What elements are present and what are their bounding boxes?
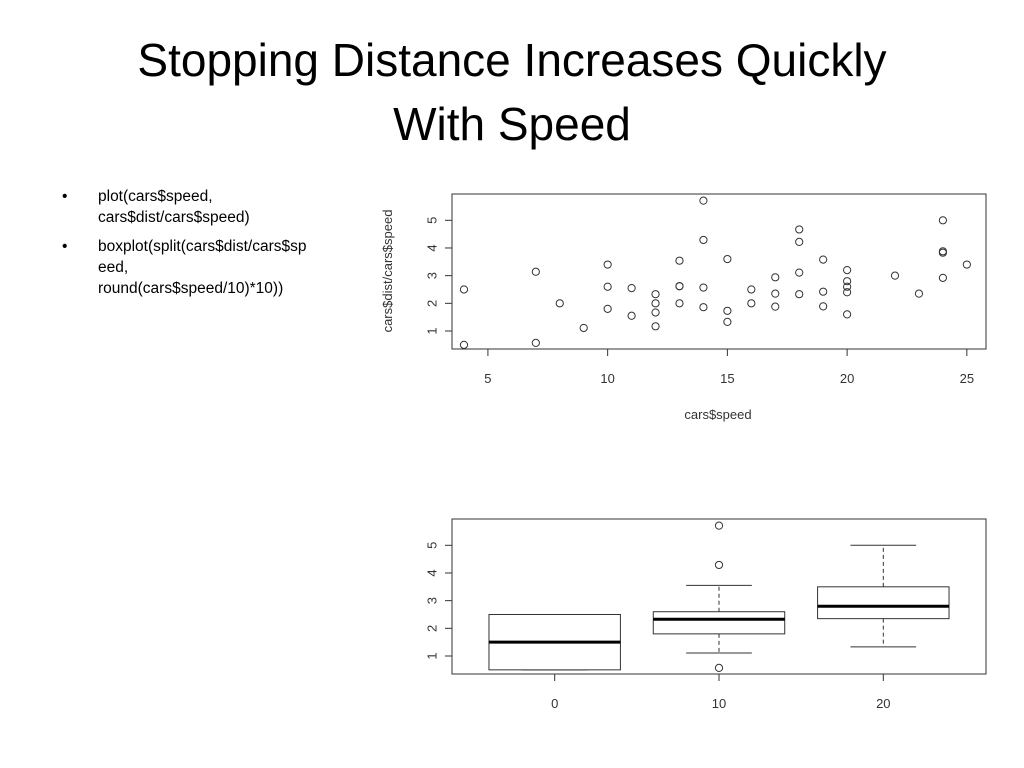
- scatter-point: [531, 338, 540, 348]
- scatter-point: [555, 299, 564, 308]
- scatter-point: [723, 317, 732, 326]
- scatter-y-axis: 1 2 3 4 5: [425, 217, 452, 335]
- scatter-y-tick-label: 2: [425, 300, 440, 307]
- scatter-x-axis-label: cars$speed: [684, 407, 751, 422]
- scatter-point: [843, 288, 852, 297]
- scatter-point: [603, 282, 612, 291]
- scatter-x-tick-label: 5: [484, 371, 491, 386]
- scatter-point: [675, 299, 684, 308]
- scatter-point: [938, 247, 947, 256]
- scatter-point: [747, 285, 756, 294]
- scatter-point: [819, 287, 828, 296]
- scatter-point: [459, 340, 469, 349]
- scatter-point: [795, 237, 804, 246]
- scatter-point: [795, 290, 804, 299]
- scatter-x-axis: 5 10 15 20 25: [484, 348, 974, 386]
- scatter-point: [938, 216, 947, 225]
- scatter-point: [699, 235, 708, 245]
- bullet-text-line: eed,: [98, 259, 129, 276]
- scatter-point: [627, 311, 636, 320]
- slide-title: Stopping Distance Increases Quickly With…: [40, 28, 984, 156]
- scatter-x-tick-label: 10: [600, 371, 614, 386]
- scatter-point: [819, 255, 828, 264]
- scatter-point: [651, 308, 660, 317]
- scatter-point: [651, 322, 660, 331]
- scatter-point: [699, 303, 708, 312]
- scatter-y-tick-label: 4: [425, 244, 440, 251]
- scatter-point: [699, 196, 708, 205]
- scatter-point: [603, 304, 612, 313]
- scatter-point: [771, 273, 780, 282]
- scatter-point: [795, 225, 804, 234]
- scatter-x-tick-label: 15: [720, 371, 734, 386]
- bullet-glyph: •: [62, 238, 68, 255]
- scatter-point: [795, 268, 804, 277]
- bullet-text-line: boxplot(split(cars$dist/cars$sp: [98, 238, 307, 255]
- scatter-point: [771, 289, 780, 298]
- scatter-point: [843, 266, 852, 275]
- bullet-text-line: cars$dist/cars$speed): [98, 209, 250, 226]
- scatter-point: [771, 302, 780, 311]
- slide-title-line-2: With Speed: [393, 98, 631, 150]
- scatter-point: [651, 290, 660, 299]
- scatter-point: [914, 289, 924, 298]
- scatter-point: [962, 260, 971, 269]
- scatter-x-tick-label: 25: [960, 371, 974, 386]
- scatter-y-axis-label: cars$dist/cars$speed: [380, 210, 395, 333]
- scatter-point: [938, 273, 947, 282]
- scatter-point: [531, 267, 540, 276]
- scatter-point: [459, 285, 469, 294]
- scatter-point: [843, 277, 852, 286]
- scatter-point: [723, 306, 732, 315]
- bullet-item-plot: • plot(cars$speed, cars$dist/cars$speed): [62, 186, 362, 228]
- scatter-point: [843, 282, 852, 291]
- scatter-point: [890, 271, 900, 280]
- scatter-point: [651, 299, 660, 308]
- slide-title-line-1: Stopping Distance Increases Quickly: [137, 34, 887, 86]
- scatter-point: [747, 299, 756, 308]
- bullet-glyph: •: [62, 188, 68, 205]
- bullet-text-line: round(cars$speed/10)*10)): [98, 280, 284, 297]
- scatter-x-tick-label: 20: [840, 371, 854, 386]
- scatter-point: [579, 323, 588, 333]
- bullet-list: • plot(cars$speed, cars$dist/cars$speed)…: [62, 186, 362, 307]
- scatter-point: [843, 310, 852, 319]
- scatter-point: [603, 260, 612, 269]
- scatter-point: [819, 302, 828, 311]
- scatter-point: [723, 254, 732, 264]
- scatter-point: [699, 283, 708, 292]
- scatter-point: [627, 284, 636, 293]
- bullet-item-boxplot: • boxplot(split(cars$dist/cars$sp eed, r…: [62, 236, 362, 299]
- scatter-points: [459, 196, 971, 349]
- scatter-y-tick-label: 5: [425, 217, 440, 224]
- scatter-point: [675, 282, 684, 291]
- scatter-y-tick-label: 1: [425, 327, 440, 334]
- scatter-y-tick-label: 3: [425, 272, 440, 279]
- bullet-text-line: plot(cars$speed,: [98, 188, 213, 205]
- scatter-point: [675, 256, 684, 265]
